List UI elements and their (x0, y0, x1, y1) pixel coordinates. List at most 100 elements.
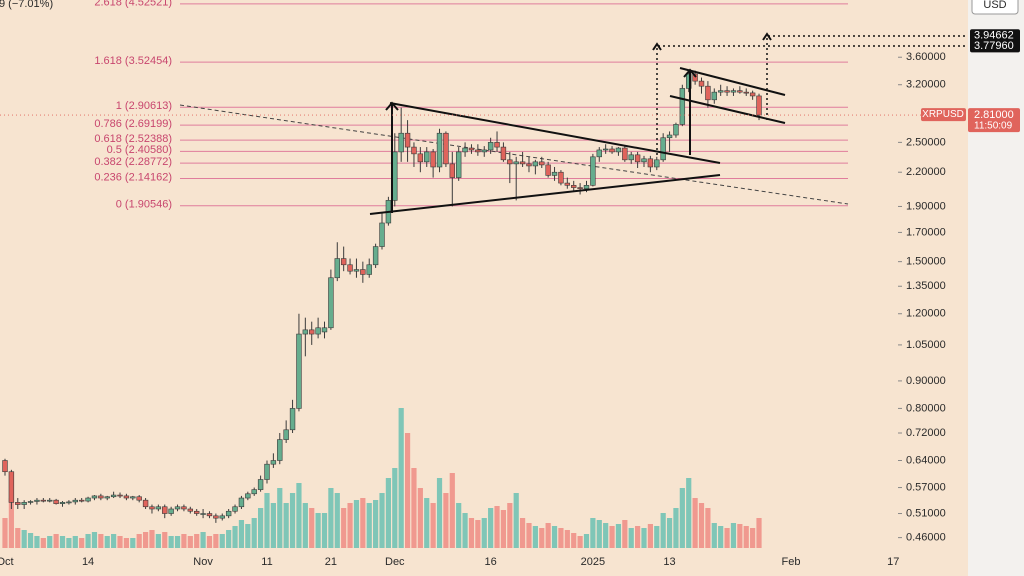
candle-layer (2, 70, 762, 523)
volume-bar (647, 524, 653, 548)
y-tick-label: 1.50000 (906, 256, 946, 268)
volume-bar (615, 524, 622, 548)
candle-body (679, 88, 686, 125)
volume-bar (635, 526, 641, 548)
volume-bar (21, 530, 27, 548)
candle-body (634, 154, 641, 163)
volume-bar (200, 532, 206, 548)
volume-bar (194, 534, 200, 548)
volume-bar (2, 518, 8, 548)
volume-bar (264, 493, 270, 548)
candle-body (149, 506, 155, 510)
candle-body (47, 499, 53, 502)
volume-bar (206, 536, 213, 548)
volume-bar (558, 528, 564, 548)
candle-body (666, 134, 673, 139)
fib-label: 0.618 (2.52388) (94, 133, 172, 145)
y-tick-label: 3.60000 (906, 51, 946, 63)
candle-body (609, 148, 615, 153)
candle-body (136, 496, 142, 501)
volume-bar (27, 533, 34, 548)
volume-bar (711, 523, 717, 548)
volume-bar (666, 518, 673, 548)
volume-bar (72, 536, 78, 548)
x-tick-label: 2025 (581, 556, 605, 568)
candle-body (245, 493, 251, 499)
volume-bar (104, 536, 110, 548)
volume-bar (373, 500, 379, 548)
volume-bar (296, 483, 302, 548)
fib-label: 1 (2.90613) (116, 100, 172, 112)
x-tick-label: 21 (325, 556, 337, 568)
volume-bar (583, 534, 590, 548)
candle-body (615, 147, 622, 153)
volume-bar (743, 526, 749, 548)
volume-bar (654, 526, 660, 548)
volume-bar (475, 520, 481, 548)
candle-body (353, 269, 360, 272)
volume-bar (545, 523, 551, 548)
candle-body (321, 327, 328, 333)
candle-body (436, 132, 443, 168)
volume-bar (750, 528, 756, 548)
y-tick-label: 3.20000 (906, 79, 946, 91)
candle-body (360, 269, 366, 275)
volume-bar (360, 498, 366, 548)
volume-bar (449, 473, 455, 548)
candle-body (315, 327, 321, 335)
volume-bar (456, 503, 462, 548)
candle-body (174, 506, 181, 510)
volume-bar (596, 520, 602, 548)
candle-body (8, 471, 15, 503)
candle-body (66, 501, 72, 504)
volume-bar (507, 503, 513, 548)
volume-bar (328, 488, 334, 548)
volume-bar (283, 503, 289, 548)
candle-body (602, 148, 609, 151)
volume-bar (155, 534, 161, 548)
x-tick-label: Feb (781, 556, 800, 568)
volume-bar (91, 532, 98, 548)
volume-bar (347, 503, 353, 548)
y-tick-label: 0.80000 (906, 402, 946, 414)
flag-upper (679, 67, 786, 96)
volume-bar (187, 536, 193, 548)
candle-body (590, 156, 596, 186)
volume-bar (111, 534, 117, 548)
volume-bar (462, 513, 468, 548)
candle-body (711, 91, 717, 101)
currency-box[interactable] (971, 0, 1019, 15)
arrow-head (652, 42, 662, 51)
fib-label: 0 (1.90546) (116, 199, 172, 211)
volume-bar (705, 508, 711, 548)
x-tick-label: Oct (0, 556, 14, 568)
candle-body (91, 495, 98, 499)
volume-bar (353, 500, 360, 548)
candle-body (225, 510, 232, 517)
candle-body (85, 497, 91, 502)
candle-body (398, 132, 404, 153)
candle-body (251, 489, 257, 495)
volume-bar (309, 508, 315, 548)
candle-body (430, 151, 436, 168)
volume-bar (181, 534, 187, 548)
currency[interactable]: USD (983, 0, 1006, 11)
y-tick-label: 1.05000 (906, 339, 946, 351)
x-tick-label: 16 (485, 556, 497, 568)
candle-body (232, 506, 238, 512)
candle-body (194, 510, 200, 514)
x-tick-label: 14 (82, 556, 94, 568)
candle-body (507, 159, 513, 165)
candle-body (462, 147, 468, 153)
volume-bar (277, 488, 283, 548)
volume-bar (679, 488, 685, 548)
candle-body (443, 132, 449, 165)
fib-label: 0.5 (2.40580) (107, 144, 172, 156)
candle-body (737, 90, 743, 93)
volume-bar (289, 493, 296, 548)
candle-body (104, 496, 110, 499)
candle-body (155, 506, 162, 510)
x-tick-label: Dec (385, 556, 405, 568)
candle-body (717, 90, 724, 93)
